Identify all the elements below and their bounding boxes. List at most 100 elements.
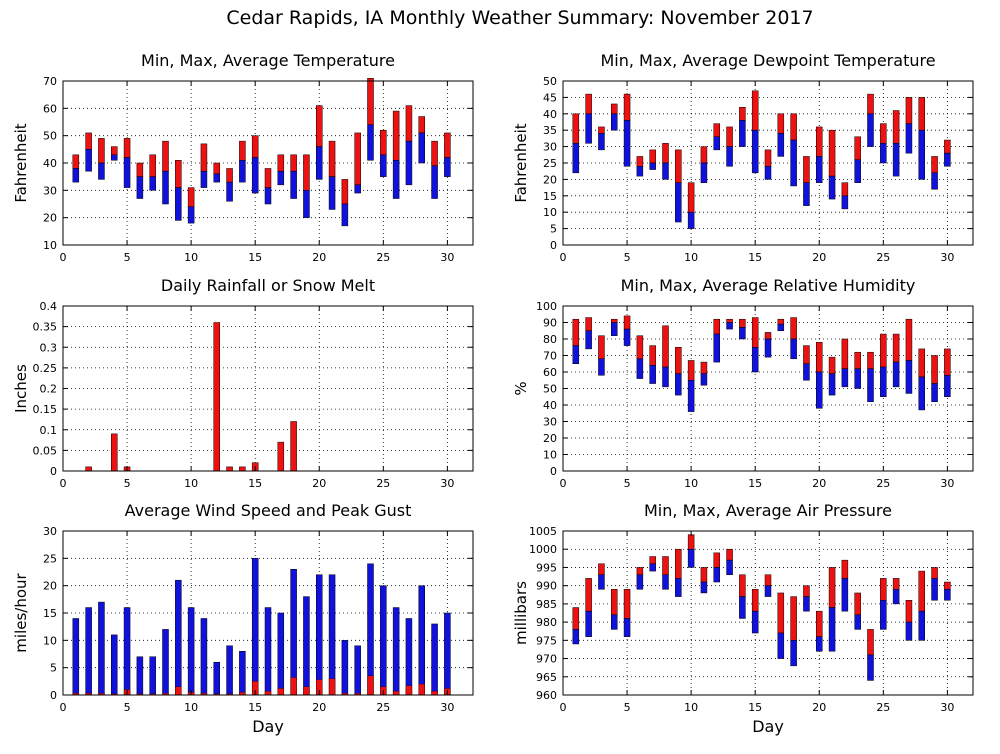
temp-chart-title: Min, Max, Average Temperature: [141, 51, 395, 70]
x-tick-label: 30: [940, 701, 954, 714]
pressure-lower-bar: [572, 629, 580, 645]
x-tick-label: 0: [60, 251, 67, 264]
y-tick-label: 40: [543, 108, 557, 121]
avg-wind-bar: [431, 691, 438, 696]
pressure-upper-bar: [598, 563, 605, 575]
pressure-upper-bar: [636, 567, 644, 575]
humidity-lower-bar: [636, 358, 644, 379]
y-tick-label: 25: [43, 552, 57, 565]
y-tick-label: 995: [536, 561, 557, 574]
pressure-lower-bar: [713, 567, 720, 583]
y-tick-label: 0.35: [33, 321, 58, 334]
humidity-lower-bar: [918, 376, 925, 411]
y-tick-label: 15: [543, 190, 557, 203]
humidity-upper-bar: [739, 318, 746, 328]
pressure-chart: 960 965 970 975 980 985 990 995 1000 1005 0 5 10 15 20…: [512, 501, 974, 736]
humidity-lower-bar: [816, 371, 823, 409]
dewpoint-upper-bar: [572, 113, 580, 144]
temp-upper-bar: [85, 132, 92, 150]
dewpoint-upper-bar: [905, 97, 913, 124]
y-tick-label: 30: [543, 416, 557, 429]
x-tick-label: 5: [624, 251, 631, 264]
pressure-upper-bar: [675, 548, 682, 579]
humidity-upper-bar: [687, 360, 695, 381]
temp-upper-bar: [367, 78, 374, 125]
dewpoint-upper-bar: [623, 93, 631, 121]
gust-bar: [431, 623, 438, 696]
dewpoint-upper-bar: [854, 136, 861, 160]
dewpoint-upper-bar: [675, 149, 682, 183]
pressure-lower-bar: [816, 636, 823, 652]
pressure-upper-bar: [944, 581, 951, 590]
humidity-lower-bar: [892, 361, 900, 388]
humidity-lower-bar: [662, 366, 669, 388]
temp-lower-bar: [354, 184, 361, 194]
y-tick-label: 80: [543, 333, 557, 346]
humidity-upper-bar: [880, 333, 887, 368]
pressure-upper-bar: [700, 567, 708, 583]
y-tick-label: 0.4: [40, 300, 58, 313]
y-tick-label: 0.1: [40, 424, 58, 437]
gust-bar: [123, 607, 131, 696]
avg-wind-bar: [264, 691, 272, 696]
pressure-lower-bar: [726, 559, 733, 575]
temp-chart: 10 20 30 40 50 60 70 0 5 10 15 20 25 30 Min, Max, Aver…: [12, 51, 474, 264]
y-tick-label: 20: [543, 432, 557, 445]
temp-lower-bar: [162, 170, 169, 205]
pressure-upper-bar: [931, 567, 938, 579]
x-tick-label: 15: [248, 477, 262, 490]
pressure-chart-title: Min, Max, Average Air Pressure: [644, 501, 892, 520]
dewpoint-lower-bar: [572, 143, 580, 174]
temp-upper-bar: [354, 132, 361, 186]
pressure-lower-bar: [764, 585, 772, 597]
y-tick-label: 1000: [529, 543, 557, 556]
pressure-lower-bar: [918, 610, 925, 641]
gust-bar: [418, 585, 425, 696]
pressure-lower-bar: [585, 610, 592, 637]
dewpoint-upper-bar: [944, 139, 951, 154]
y-tick-label: 60: [43, 102, 57, 115]
temp-lower-bar: [111, 154, 118, 161]
x-tick-label: 0: [560, 477, 567, 490]
pressure-lower-bar: [841, 578, 849, 612]
dewpoint-lower-bar: [726, 146, 733, 167]
humidity-upper-bar: [636, 335, 644, 360]
gust-bar: [162, 629, 169, 696]
wind-x-axis-label: Day: [252, 717, 284, 736]
gust-bar: [328, 574, 336, 696]
pressure-upper-bar: [585, 578, 592, 612]
y-tick-label: 30: [43, 525, 57, 538]
temp-upper-bar: [418, 116, 425, 134]
x-tick-label: 30: [440, 477, 454, 490]
rain-y-axis-label: Inches: [12, 364, 30, 413]
pressure-lower-bar: [905, 621, 913, 641]
pressure-lower-bar: [854, 614, 861, 630]
temp-upper-bar: [328, 140, 336, 177]
pressure-lower-bar: [598, 574, 605, 590]
x-tick-label: 10: [184, 701, 198, 714]
dewpoint-lower-bar: [892, 143, 900, 177]
x-tick-label: 20: [312, 477, 326, 490]
humidity-chart-title: Min, Max, Average Relative Humidity: [621, 276, 916, 295]
x-tick-label: 30: [440, 701, 454, 714]
humidity-lower-bar: [700, 373, 708, 386]
avg-wind-bar: [290, 677, 297, 696]
y-tick-label: 10: [43, 239, 57, 252]
temp-lower-bar: [149, 176, 156, 191]
humidity-upper-bar: [803, 345, 810, 365]
y-tick-label: 0: [550, 239, 557, 252]
x-tick-label: 5: [624, 477, 631, 490]
pressure-lower-bar: [944, 589, 951, 601]
temp-lower-bar: [418, 132, 425, 164]
humidity-lower-bar: [572, 345, 580, 365]
y-tick-label: 0: [50, 689, 57, 702]
dewpoint-lower-bar: [662, 162, 669, 180]
temp-lower-bar: [316, 146, 323, 180]
temp-lower-bar: [72, 168, 80, 183]
rain-bar: [239, 466, 246, 472]
rain-bar: [290, 421, 297, 472]
temp-lower-bar: [328, 176, 336, 210]
pressure-upper-bar: [662, 556, 669, 575]
temp-upper-bar: [72, 154, 80, 169]
